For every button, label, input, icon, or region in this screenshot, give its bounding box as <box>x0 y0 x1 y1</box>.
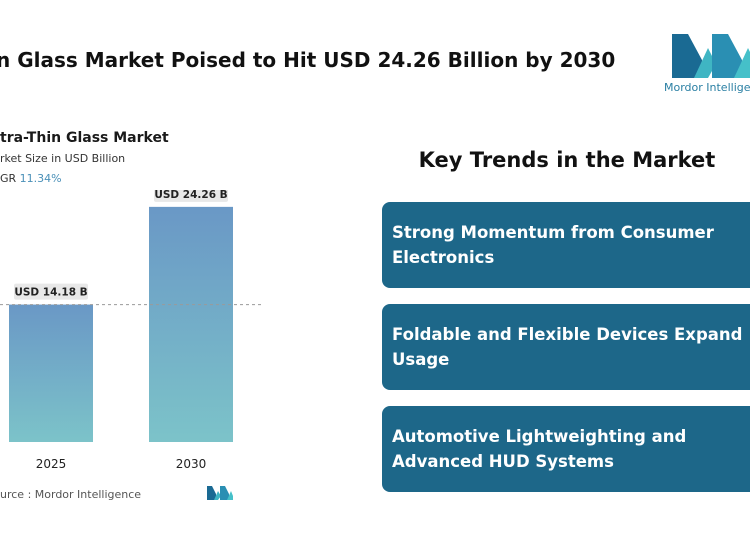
x-tick-label-2025: 2025 <box>36 457 67 471</box>
trend-text-2: Foldable and Flexible Devices Expand Usa… <box>392 325 743 369</box>
data-label-bg-2030 <box>154 190 228 202</box>
cagr-text: GR 11.34% <box>0 172 62 185</box>
trend-text-3: Automotive Lightweighting and Advanced H… <box>392 427 687 471</box>
trend-card-2: Foldable and Flexible Devices Expand Usa… <box>382 304 750 390</box>
trends-title: Key Trends in the Market <box>418 148 716 172</box>
data-label-2025: USD 14.18 B <box>14 287 87 299</box>
trend-card-3: Automotive Lightweighting and Advanced H… <box>382 406 750 492</box>
bar-2025 <box>9 304 93 442</box>
bar-chart: USD 14.18 B 2025 USD 24.26 B 2030 <box>0 190 262 471</box>
trend-card-1: Strong Momentum from Consumer Electronic… <box>382 202 750 288</box>
cagr-value: 11.34% <box>19 172 62 185</box>
chart-title: tra-Thin Glass Market <box>0 130 169 146</box>
mini-logo-icon <box>207 486 233 500</box>
page-title: n Glass Market Poised to Hit USD 24.26 B… <box>0 48 616 72</box>
mordor-intelligence-logo-icon <box>672 34 750 78</box>
chart-subtitle: rket Size in USD Billion <box>0 152 126 165</box>
brand-logo: Mordor Intelligence <box>664 34 750 100</box>
data-label-2030: USD 24.26 B <box>154 190 227 201</box>
bar-2030 <box>149 206 233 442</box>
logo-text: Mordor Intelligence <box>664 81 750 94</box>
x-tick-label-2030: 2030 <box>176 457 207 471</box>
trend-text-1: Strong Momentum from Consumer Electronic… <box>392 223 714 267</box>
source-note: urce : Mordor Intelligence <box>0 488 142 501</box>
cagr-label: GR <box>0 172 17 185</box>
data-label-bg-2025 <box>14 283 88 300</box>
